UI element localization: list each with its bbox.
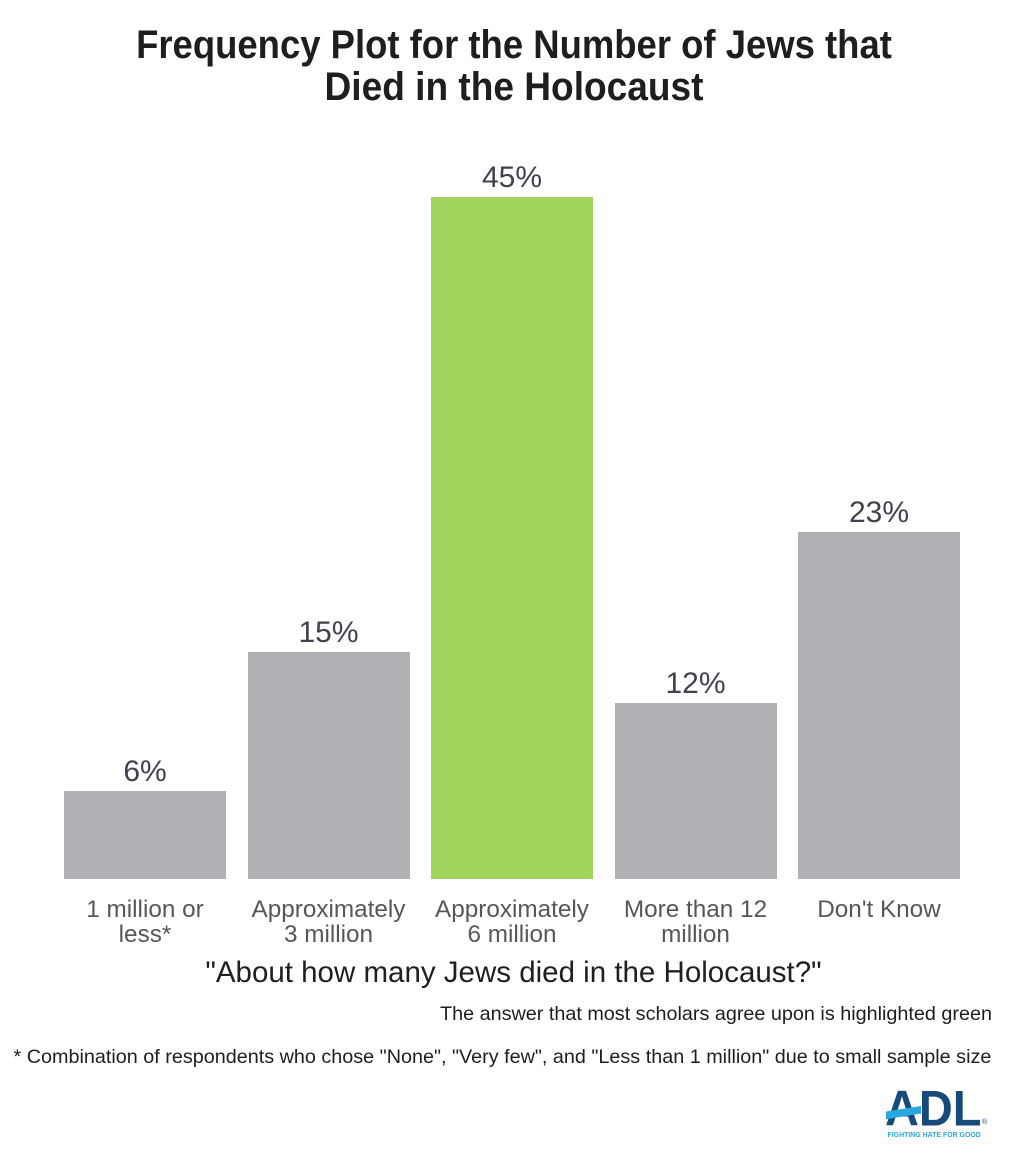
svg-text:FIGHTING HATE FOR GOOD: FIGHTING HATE FOR GOOD — [888, 1130, 981, 1139]
svg-text:ADL: ADL — [885, 1086, 982, 1136]
svg-text:®: ® — [982, 1117, 988, 1126]
